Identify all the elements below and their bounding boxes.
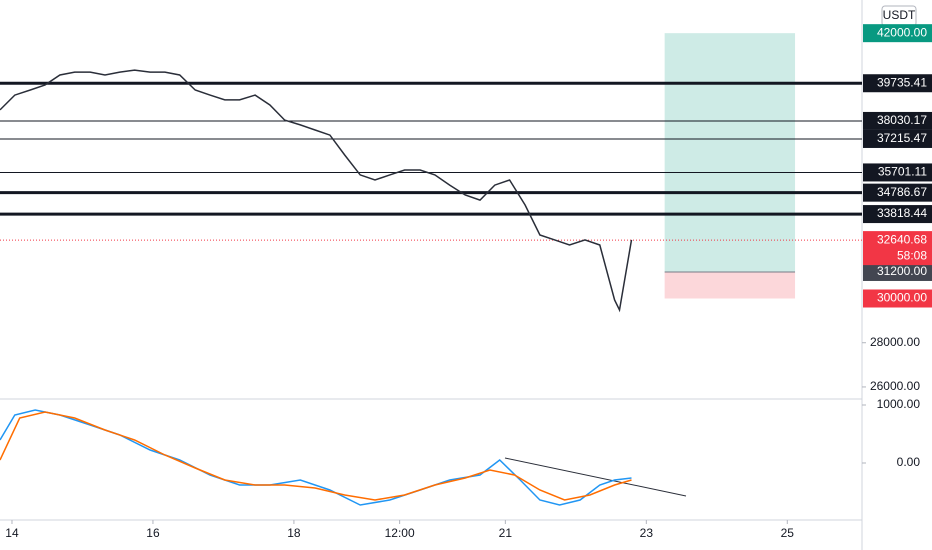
stop-zone: [664, 271, 796, 299]
y-tick-label: 26000.00: [870, 379, 920, 393]
target-zone: [664, 33, 796, 272]
last-price-box: [863, 231, 932, 266]
price-label: 34786.67: [877, 185, 927, 199]
price-label-box: [863, 183, 932, 202]
price-label-box: [863, 163, 932, 182]
y-tick-label: 1000.00: [877, 397, 921, 411]
price-label: 39735.41: [877, 75, 927, 89]
price-label-box: [863, 205, 932, 224]
price-label-box: [863, 74, 932, 93]
series-line: [0, 69, 633, 313]
x-tick-label: 23: [640, 526, 654, 540]
price-label: 31200.00: [877, 264, 927, 278]
trend-line: [504, 457, 687, 497]
price-label-box: [863, 24, 932, 43]
price-label: 38030.17: [877, 113, 927, 127]
countdown: 58:08: [897, 248, 927, 262]
series-line: [0, 411, 632, 501]
last-price: 32640.68: [877, 232, 927, 246]
price-label: 35701.11: [878, 165, 927, 179]
x-tick-label: 16: [146, 526, 160, 540]
price-label-box: [863, 129, 932, 148]
price-label: 37215.47: [877, 131, 927, 145]
y-tick-label: 28000.00: [870, 335, 920, 349]
price-label-box: [863, 262, 932, 281]
x-tick-label: 21: [499, 526, 513, 540]
x-tick-label: 12:00: [385, 526, 415, 540]
price-label: 30000.00: [877, 291, 927, 305]
currency[interactable]: USDT: [883, 8, 916, 22]
x-tick-label: 25: [781, 526, 795, 540]
price-label: 42000.00: [877, 25, 927, 39]
x-tick-label: 14: [5, 526, 19, 540]
y-tick-label: 0.00: [897, 455, 921, 469]
price-label: 33818.44: [877, 206, 927, 220]
x-tick-label: 18: [287, 526, 301, 540]
price-label-box: [863, 111, 932, 130]
price-label-box: [863, 289, 932, 308]
